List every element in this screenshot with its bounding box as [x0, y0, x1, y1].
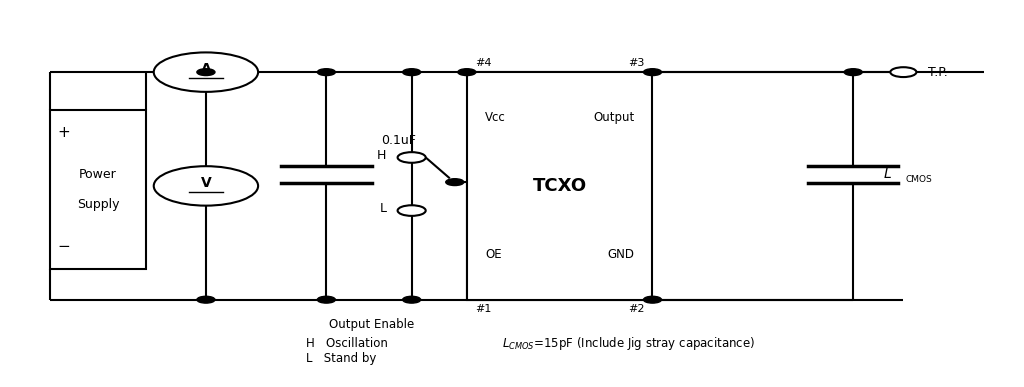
- Text: $L$: $L$: [884, 167, 892, 181]
- Text: T.P.: T.P.: [929, 66, 948, 79]
- Text: Power: Power: [79, 168, 117, 181]
- Circle shape: [402, 69, 421, 75]
- Circle shape: [643, 296, 662, 303]
- Circle shape: [397, 152, 426, 163]
- Text: #1: #1: [475, 304, 492, 314]
- Text: #3: #3: [628, 58, 644, 68]
- Text: Output Enable: Output Enable: [329, 318, 414, 331]
- Text: TCXO: TCXO: [532, 177, 587, 195]
- Circle shape: [458, 69, 476, 75]
- Text: Vcc: Vcc: [485, 111, 506, 124]
- Text: L: L: [380, 202, 387, 215]
- Text: H: H: [377, 149, 387, 162]
- Text: CMOS: CMOS: [905, 175, 932, 183]
- Text: H   Oscillation: H Oscillation: [306, 337, 388, 350]
- Text: #4: #4: [475, 58, 492, 68]
- Text: $L_{CMOS}$=15pF (Include Jig stray capacitance): $L_{CMOS}$=15pF (Include Jig stray capac…: [502, 335, 756, 352]
- Text: 0.1uF: 0.1uF: [382, 134, 417, 147]
- Text: Output: Output: [593, 111, 635, 124]
- Text: L   Stand by: L Stand by: [306, 352, 377, 365]
- Circle shape: [154, 166, 258, 205]
- Text: GND: GND: [607, 248, 635, 261]
- Circle shape: [197, 296, 215, 303]
- Bar: [467, 72, 652, 300]
- Circle shape: [397, 205, 426, 216]
- Circle shape: [643, 69, 662, 75]
- Circle shape: [317, 69, 336, 75]
- Text: Supply: Supply: [77, 199, 120, 211]
- Text: A: A: [201, 62, 211, 77]
- Text: V: V: [201, 176, 211, 190]
- Text: OE: OE: [485, 248, 502, 261]
- Circle shape: [890, 67, 916, 77]
- Text: #2: #2: [628, 304, 644, 314]
- Circle shape: [154, 52, 258, 92]
- Circle shape: [844, 69, 862, 75]
- Circle shape: [317, 296, 336, 303]
- Text: +: +: [57, 125, 70, 140]
- Bar: [50, 110, 145, 269]
- Circle shape: [445, 179, 464, 185]
- Circle shape: [402, 296, 421, 303]
- Text: −: −: [57, 239, 70, 254]
- Circle shape: [197, 69, 215, 75]
